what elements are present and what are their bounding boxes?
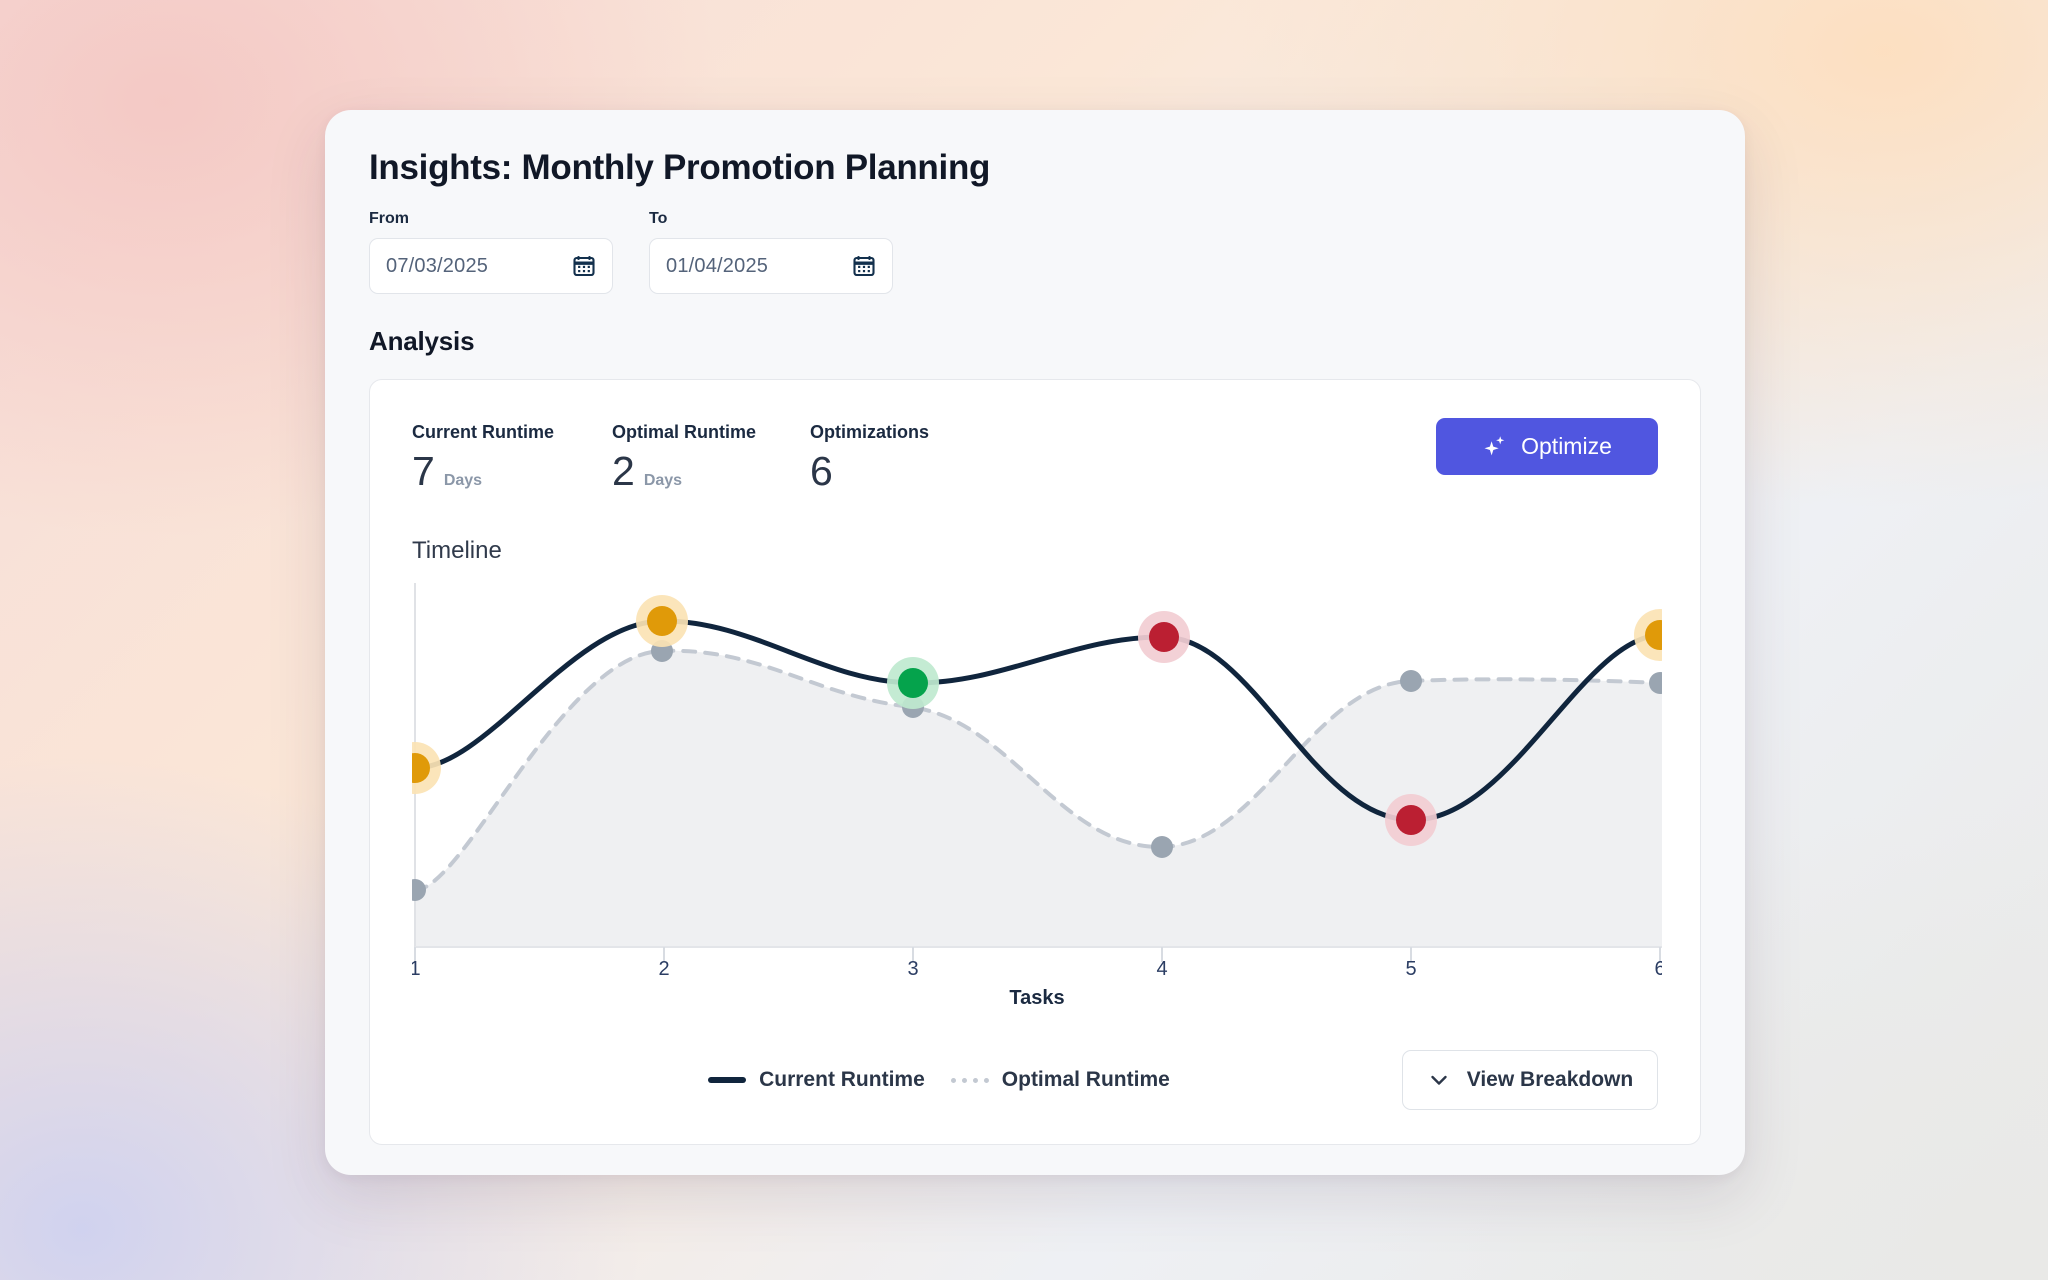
to-date-input[interactable]: 01/04/2025 xyxy=(649,238,893,294)
stat-label: Current Runtime xyxy=(412,422,555,442)
from-date-field: From 07/03/2025 xyxy=(369,210,613,294)
svg-text:3: 3 xyxy=(907,958,918,975)
view-breakdown-label: View Breakdown xyxy=(1466,1068,1634,1091)
current-runtime-line xyxy=(412,618,1662,823)
svg-text:2: 2 xyxy=(658,958,669,975)
stat-value: 2 xyxy=(612,448,635,494)
stat-value: 7 xyxy=(412,448,435,494)
x-axis-tick-labels: 1 2 3 4 5 6 xyxy=(412,958,1662,975)
timeline-label: Timeline xyxy=(412,537,502,564)
stat-value: 6 xyxy=(810,448,833,494)
data-point-task-1[interactable] xyxy=(412,742,441,794)
data-point-task-3[interactable] xyxy=(887,657,939,709)
data-point-task-4[interactable] xyxy=(1138,611,1190,663)
svg-text:6: 6 xyxy=(1654,958,1662,975)
stat-optimal-runtime: Optimal Runtime 2 Days xyxy=(612,422,810,492)
from-date-input[interactable]: 07/03/2025 xyxy=(369,238,613,294)
data-point-task-2[interactable] xyxy=(636,595,688,647)
x-axis-title: Tasks xyxy=(1009,987,1065,1009)
x-axis-ticks xyxy=(414,947,1661,962)
legend-item-current-runtime[interactable]: Current Runtime xyxy=(708,1068,925,1092)
legend-swatch-solid-icon xyxy=(708,1077,747,1083)
date-range-filters: From 07/03/2025 xyxy=(369,210,1701,294)
chart-legend: Current Runtime Optimal Runtime xyxy=(528,1068,1170,1092)
calendar-icon[interactable] xyxy=(852,254,876,278)
optimize-button-label: Optimize xyxy=(1521,433,1612,459)
analysis-card: Current Runtime 7 Days Optimal Runtime 2… xyxy=(369,379,1701,1145)
stat-current-runtime: Current Runtime 7 Days xyxy=(412,422,612,492)
insights-window-card: Insights: Monthly Promotion Planning Fro… xyxy=(325,110,1745,1175)
data-point-task-6[interactable] xyxy=(1634,609,1662,661)
chart-footer: Current Runtime Optimal Runtime View Bre… xyxy=(412,1050,1658,1110)
svg-text:1: 1 xyxy=(412,958,421,975)
timeline-chart: 1 2 3 4 5 6 xyxy=(412,575,1662,1009)
analysis-heading: Analysis xyxy=(369,326,475,356)
view-breakdown-button[interactable]: View Breakdown xyxy=(1401,1050,1658,1110)
stat-label: Optimal Runtime xyxy=(612,422,757,442)
stat-unit: Days xyxy=(643,472,683,489)
svg-text:4: 4 xyxy=(1156,958,1167,975)
to-label: To xyxy=(649,210,668,227)
sparkles-icon xyxy=(1482,434,1508,460)
calendar-icon[interactable] xyxy=(572,254,596,278)
to-date-field: To 01/04/2025 xyxy=(649,210,893,294)
legend-label: Current Runtime xyxy=(759,1068,925,1091)
stat-label: Optimizations xyxy=(810,422,930,442)
stats-row: Current Runtime 7 Days Optimal Runtime 2… xyxy=(412,422,1658,492)
current-runtime-markers[interactable] xyxy=(412,595,1662,846)
chevron-down-icon xyxy=(1427,1068,1451,1092)
timeline-chart-svg: 1 2 3 4 5 6 xyxy=(412,583,1662,975)
optimize-button[interactable]: Optimize xyxy=(1436,418,1658,475)
stat-unit: Days xyxy=(443,472,483,489)
optimal-runtime-area xyxy=(415,650,1662,947)
stat-optimizations: Optimizations 6 xyxy=(810,422,1010,492)
to-date-value: 01/04/2025 xyxy=(666,254,769,277)
legend-label: Optimal Runtime xyxy=(1001,1068,1170,1091)
svg-text:5: 5 xyxy=(1405,958,1416,975)
from-date-value: 07/03/2025 xyxy=(386,254,489,277)
legend-swatch-dotted-icon xyxy=(950,1077,989,1083)
legend-item-optimal-runtime[interactable]: Optimal Runtime xyxy=(950,1068,1170,1092)
data-point-task-5[interactable] xyxy=(1385,794,1437,846)
from-label: From xyxy=(369,210,409,227)
page-title: Insights: Monthly Promotion Planning xyxy=(369,148,991,187)
